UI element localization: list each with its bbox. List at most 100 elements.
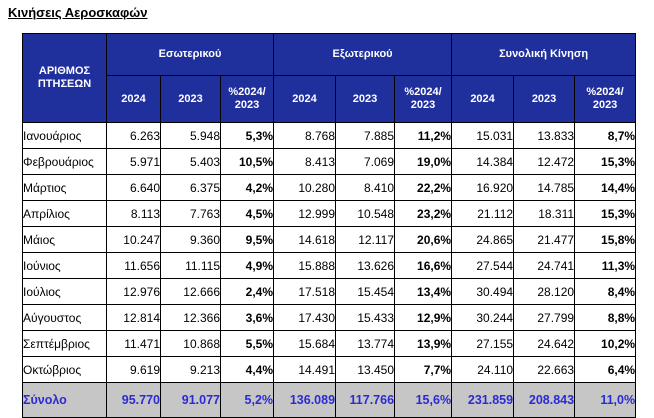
month-cell: Σεπτέμβριος [22, 330, 107, 357]
value-cell: 5.971 [106, 148, 161, 175]
table-row: Ιούνιος 11.656 11.115 4,9% 15.888 13.626 16,6%… [22, 252, 637, 279]
change-cell: 5,5% [219, 330, 275, 357]
value-cell: 16.920 [451, 174, 515, 201]
header-row-years: 2024 2023 %2024/2023 2024 2023 %2024/202… [23, 75, 637, 123]
month-cell: Ιούνιος [22, 252, 107, 279]
value-cell: 5.403 [160, 148, 221, 175]
table-row: Σεπτέμβριος 11.471 10.868 5,5% 15.684 13.774 1… [22, 330, 637, 357]
value-cell: 22.663 [513, 356, 576, 383]
change-cell: 8,4% [574, 278, 637, 305]
value-cell: 12.999 [273, 200, 337, 227]
header-row-groups: ΑΡΙΘΜΟΣ ΠΤΗΣΕΩΝ Εσωτερικού Εξωτερικού Συ… [22, 33, 637, 123]
change-cell: 5,2% [219, 382, 275, 418]
col-header-year: 2024 [451, 75, 515, 123]
col-header-change-line-2: 2023 [234, 99, 260, 111]
change-cell: 10,2% [574, 330, 637, 357]
month-cell: Αύγουστος [22, 304, 107, 331]
value-cell: 14.785 [513, 174, 576, 201]
change-cell: 12,9% [394, 304, 453, 331]
value-cell: 11.471 [106, 330, 161, 357]
value-cell: 13.450 [335, 356, 396, 383]
value-cell: 21.477 [513, 226, 576, 253]
value-cell: 7.069 [335, 148, 396, 175]
change-cell: 15,6% [394, 382, 453, 418]
table-row: Αύγουστος 12.814 12.366 3,6% 17.430 15.433 12,… [22, 304, 637, 331]
change-cell: 11,0% [574, 382, 637, 418]
change-cell: 13,4% [394, 278, 453, 305]
change-cell: 5,3% [219, 122, 275, 149]
col-header-year: 2023 [160, 75, 221, 123]
change-cell: 10,5% [219, 148, 275, 175]
month-cell: Οκτώβριος [22, 356, 107, 383]
value-cell: 6.263 [106, 122, 161, 149]
table-body: Ιανουάριος 6.263 5.948 5,3% 8.768 7.885 11,2% 1… [22, 122, 637, 418]
value-cell: 12.472 [513, 148, 576, 175]
value-cell: 231.859 [451, 382, 515, 418]
value-cell: 117.766 [335, 382, 396, 418]
col-header-change-line-1: %2024/ [586, 86, 624, 98]
change-cell: 11,3% [574, 252, 637, 279]
value-cell: 14.618 [273, 226, 337, 253]
value-cell: 10.548 [335, 200, 396, 227]
change-cell: 8,8% [574, 304, 637, 331]
value-cell: 11.115 [160, 252, 221, 279]
change-cell: 3,6% [219, 304, 275, 331]
col-header-change-line-2: 2023 [410, 99, 436, 111]
value-cell: 30.494 [451, 278, 515, 305]
col-header-change-line-2: 2023 [592, 99, 618, 111]
value-cell: 7.885 [335, 122, 396, 149]
change-cell: 4,2% [219, 174, 275, 201]
value-cell: 10.868 [160, 330, 221, 357]
value-cell: 7.763 [160, 200, 221, 227]
value-cell: 6.375 [160, 174, 221, 201]
value-cell: 24.741 [513, 252, 576, 279]
col-header-change-line-1: %2024/ [228, 86, 266, 98]
value-cell: 9.360 [160, 226, 221, 253]
value-cell: 10.280 [273, 174, 337, 201]
change-cell: 23,2% [394, 200, 453, 227]
month-cell: Μάιος [22, 226, 107, 253]
value-cell: 24.865 [451, 226, 515, 253]
change-cell: 19,0% [394, 148, 453, 175]
page-title: Κινήσεις Αεροσκαφών [8, 5, 148, 20]
value-cell: 15.454 [335, 278, 396, 305]
change-cell: 4,4% [219, 356, 275, 383]
value-cell: 8.410 [335, 174, 396, 201]
group-header-domestic: Εσωτερικού [105, 33, 275, 76]
value-cell: 6.640 [106, 174, 161, 201]
value-cell: 13.833 [513, 122, 576, 149]
value-cell: 9.619 [106, 356, 161, 383]
col-header-change: %2024/2023 [574, 75, 637, 123]
col-header-year: 2024 [106, 75, 161, 123]
group-header-international: Εξωτερικού [273, 33, 453, 76]
change-cell: 14,4% [574, 174, 637, 201]
value-cell: 28.120 [513, 278, 576, 305]
table-row: Μάρτιος 6.640 6.375 4,2% 10.280 8.410 22,2% 16.… [22, 174, 637, 201]
change-cell: 8,7% [574, 122, 637, 149]
value-cell: 30.244 [451, 304, 515, 331]
value-cell: 12.666 [160, 278, 221, 305]
change-cell: 15,3% [574, 148, 637, 175]
change-cell: 4,9% [219, 252, 275, 279]
value-cell: 13.626 [335, 252, 396, 279]
value-cell: 13.774 [335, 330, 396, 357]
col-header-year: 2023 [335, 75, 396, 123]
change-cell: 15,8% [574, 226, 637, 253]
value-cell: 11.656 [106, 252, 161, 279]
change-cell: 20,6% [394, 226, 453, 253]
col-header-change: %2024/2023 [219, 75, 275, 123]
month-cell: Απρίλιος [22, 200, 107, 227]
value-cell: 95.770 [106, 382, 161, 418]
change-cell: 11,2% [394, 122, 453, 149]
table-row: Μάιος 10.247 9.360 9,5% 14.618 12.117 20,6% 24.… [22, 226, 637, 253]
row-label-header: ΑΡΙΘΜΟΣ ΠΤΗΣΕΩΝ [22, 33, 107, 123]
change-cell: 22,2% [394, 174, 453, 201]
value-cell: 12.366 [160, 304, 221, 331]
value-cell: 14.384 [451, 148, 515, 175]
value-cell: 208.843 [513, 382, 576, 418]
row-label-line-2: ΠΤΗΣΕΩΝ [37, 78, 92, 90]
table-row: Ιούλιος 12.976 12.666 2,4% 17.518 15.454 13,4%… [22, 278, 637, 305]
col-header-change-line-1: %2024/ [404, 86, 442, 98]
month-cell: Μάρτιος [22, 174, 107, 201]
value-cell: 12.976 [106, 278, 161, 305]
